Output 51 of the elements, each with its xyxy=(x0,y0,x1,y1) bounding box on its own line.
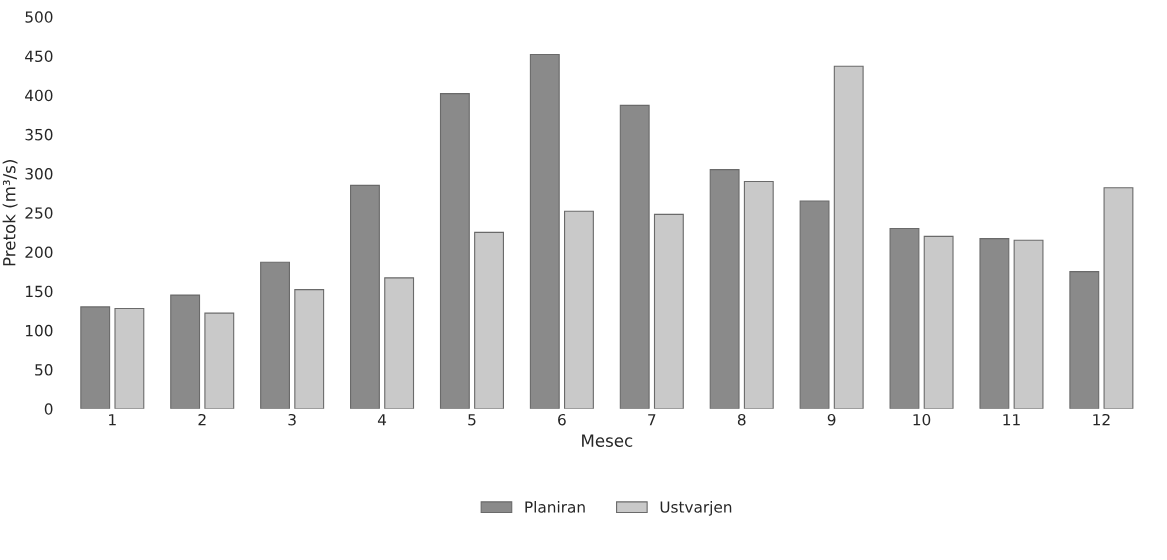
bar xyxy=(384,277,415,409)
bar xyxy=(564,210,594,409)
bar xyxy=(529,53,560,409)
y-tick-label: 150 xyxy=(26,285,53,298)
x-axis-title: Mesec xyxy=(582,434,633,447)
bar xyxy=(653,213,684,409)
bar xyxy=(260,261,290,409)
bar xyxy=(619,104,650,409)
x-tick-label: 9 xyxy=(827,413,836,426)
y-tick-label: 350 xyxy=(25,128,53,141)
bar xyxy=(743,180,774,409)
x-tick-label: 3 xyxy=(288,413,296,426)
y-tick-label: 450 xyxy=(25,50,53,63)
bar xyxy=(439,93,470,409)
x-tick-label: 10 xyxy=(913,413,931,426)
bar xyxy=(474,231,504,409)
bar xyxy=(114,307,145,409)
x-tick-label: 11 xyxy=(1003,414,1020,426)
x-tick-label: 8 xyxy=(737,413,746,426)
y-axis-title: Pretok (m³/s) xyxy=(2,160,18,266)
x-tick-label: 1 xyxy=(109,414,116,426)
legend-label: Planiran xyxy=(525,500,585,513)
y-tick-label: 100 xyxy=(26,324,53,337)
bar xyxy=(1013,239,1044,409)
bar xyxy=(1103,187,1134,409)
bar xyxy=(1069,271,1100,409)
bar xyxy=(80,306,111,409)
bar xyxy=(204,312,235,409)
bar xyxy=(923,235,954,409)
x-tick-label: 2 xyxy=(198,413,206,426)
y-tick-label: 300 xyxy=(25,168,53,180)
x-tick-label: 6 xyxy=(558,413,566,426)
bar xyxy=(709,169,740,409)
y-tick-label: 200 xyxy=(25,246,53,259)
bar xyxy=(799,200,830,409)
bar xyxy=(350,184,380,409)
y-tick-label: 0 xyxy=(44,403,53,415)
y-tick-label: 500 xyxy=(25,11,53,23)
bar xyxy=(889,227,920,409)
x-tick-label: 7 xyxy=(648,414,656,426)
y-tick-label: 400 xyxy=(25,89,53,102)
bar xyxy=(294,289,325,409)
bar xyxy=(979,238,1010,409)
y-tick-label: 50 xyxy=(35,364,53,376)
bar xyxy=(170,294,201,409)
legend-label: Ustvarjen xyxy=(660,500,732,516)
x-tick-label: 5 xyxy=(468,414,476,426)
bar xyxy=(833,65,864,409)
x-tick-label: 12 xyxy=(1093,413,1110,426)
x-tick-label: 4 xyxy=(377,414,387,426)
y-tick-label: 250 xyxy=(25,207,53,219)
